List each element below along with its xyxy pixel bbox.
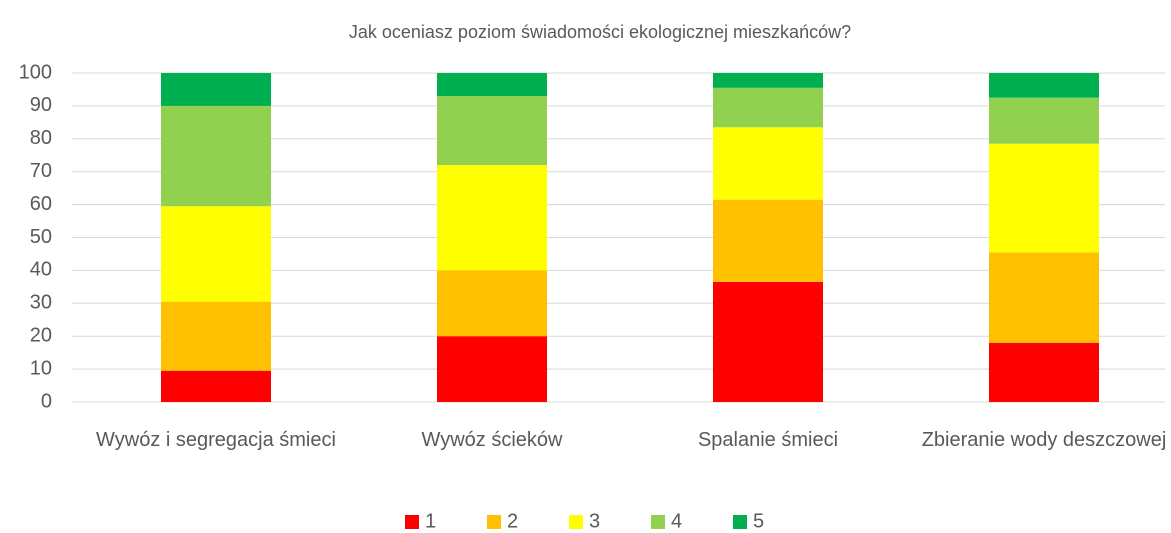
legend-label: 3: [589, 510, 600, 532]
bar-segment: [713, 87, 823, 128]
bar-segment: [161, 206, 271, 302]
chart-title: Jak oceniasz poziom świadomości ekologic…: [349, 22, 851, 42]
bar-segment: [989, 73, 1099, 98]
legend-swatch: [651, 515, 665, 529]
y-tick-label: 80: [30, 127, 52, 149]
bar-segment: [437, 336, 547, 402]
bar-segment: [437, 96, 547, 166]
y-tick-label: 50: [30, 226, 52, 248]
legend-swatch: [405, 515, 419, 529]
bar-segment: [713, 127, 823, 200]
legend-label: 2: [507, 510, 518, 532]
y-tick-label: 90: [30, 94, 52, 116]
x-tick-label: Wywóz i segregacja śmieci: [96, 429, 336, 451]
bar-segment: [437, 270, 547, 337]
y-tick-label: 100: [19, 61, 52, 83]
bar-segment: [713, 199, 823, 282]
bar-segment: [437, 73, 547, 97]
bar-segment: [989, 342, 1099, 402]
x-tick-label: Spalanie śmieci: [697, 429, 839, 451]
x-tick-label: Wywóz ścieków: [421, 429, 563, 451]
bar-segment: [989, 97, 1099, 144]
y-tick-label: 40: [30, 259, 52, 281]
x-tick-label: Zbieranie wody deszczowej: [921, 429, 1167, 451]
legend-label: 4: [671, 510, 682, 532]
bar-segment: [161, 370, 271, 402]
bar-segment: [713, 281, 823, 402]
bar-segment: [713, 73, 823, 88]
y-tick-label: 70: [30, 160, 52, 182]
bar-segment: [161, 301, 271, 371]
legend-swatch: [569, 515, 583, 529]
y-tick-label: 30: [30, 292, 52, 314]
bar-segment: [437, 165, 547, 271]
bar-segment: [989, 143, 1099, 253]
legend-label: 5: [753, 510, 764, 532]
y-tick-label: 10: [30, 357, 52, 379]
y-tick-label: 60: [30, 193, 52, 215]
bar-segment: [161, 73, 271, 106]
legend-swatch: [487, 515, 501, 529]
legend-swatch: [733, 515, 747, 529]
y-tick-label: 20: [30, 324, 52, 346]
bar-segment: [161, 105, 271, 207]
y-tick-label: 0: [41, 390, 52, 412]
bar-segment: [989, 252, 1099, 343]
legend-label: 1: [425, 510, 436, 532]
